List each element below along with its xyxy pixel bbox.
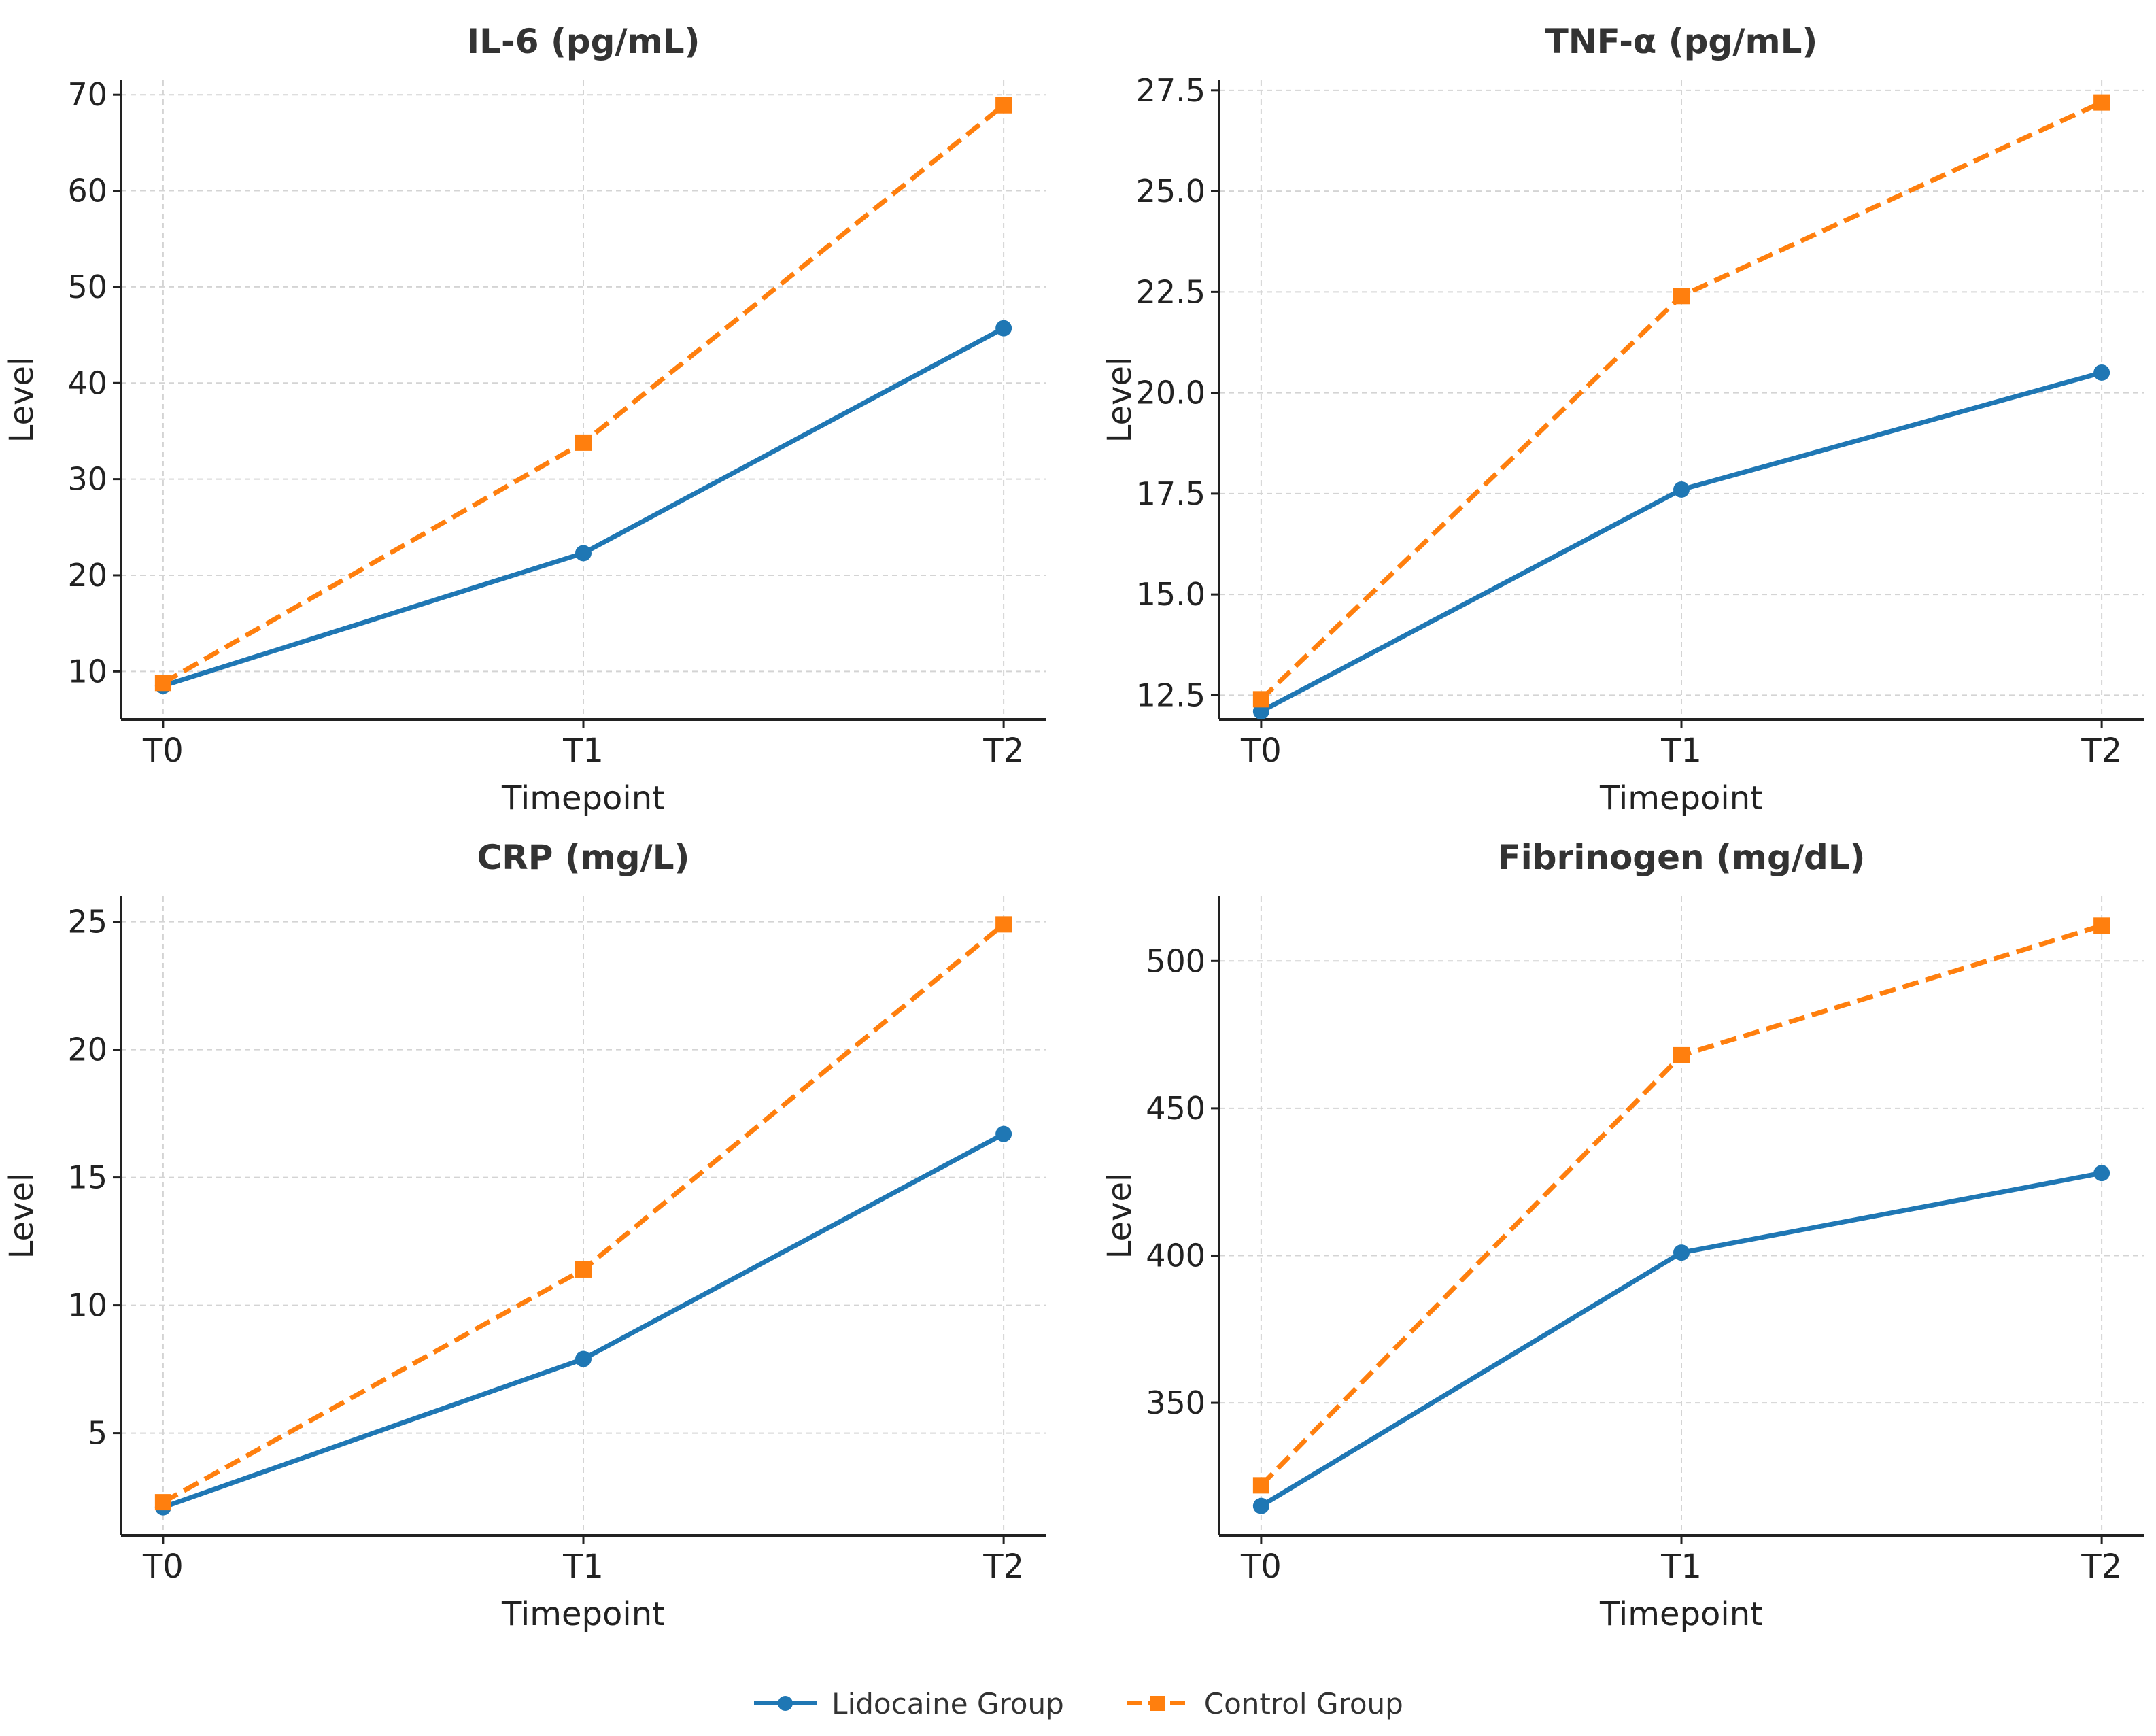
- data-point-control: [2093, 917, 2110, 934]
- data-point-lidocaine: [995, 1125, 1012, 1142]
- x-axis-label: Timepoint: [1599, 1595, 1763, 1633]
- y-tick-label: 60: [67, 173, 107, 209]
- legend-swatch-control: [1126, 1696, 1189, 1711]
- y-tick-label: 20: [67, 557, 107, 594]
- y-axis-label: Level: [3, 357, 41, 443]
- y-tick-label: 22.5: [1136, 273, 1205, 310]
- data-point-control: [154, 675, 171, 692]
- data-point-lidocaine: [575, 1350, 592, 1367]
- x-tick-label: T2: [982, 1548, 1024, 1586]
- chart-title: CRP (mg/L): [477, 838, 690, 877]
- data-point-control: [995, 97, 1012, 114]
- chart-panel-0: 10 20 30 40 50 60 70 T0 T1 T2 IL-6 (pg/mL) Timepoin…: [3, 22, 1046, 817]
- y-axis-label: Level: [1101, 357, 1139, 443]
- chart-panel-2: 5 10 15 20 25 T0 T1 T2 CRP (mg/L) Timepoint Level: [3, 838, 1046, 1633]
- x-tick-label: T2: [2081, 732, 2122, 770]
- y-tick-label: 450: [1146, 1090, 1205, 1127]
- legend: Lidocaine Group Control Group: [0, 1680, 2156, 1727]
- x-tick-label: T2: [982, 732, 1024, 770]
- y-tick-label: 500: [1146, 942, 1205, 979]
- data-point-lidocaine: [1673, 481, 1690, 498]
- y-tick-label: 10: [67, 1287, 107, 1324]
- y-tick-label: 17.5: [1136, 475, 1205, 512]
- y-tick-label: 400: [1146, 1237, 1205, 1274]
- x-tick-label: T0: [142, 1548, 184, 1586]
- y-axis-label: Level: [3, 1173, 41, 1259]
- y-tick-label: 20.0: [1136, 375, 1205, 411]
- data-point-lidocaine: [1252, 1497, 1269, 1514]
- y-tick-label: 70: [67, 76, 107, 113]
- x-tick-label: T1: [1660, 1548, 1702, 1586]
- data-point-control: [154, 1494, 171, 1511]
- x-tick-label: T2: [2081, 1548, 2122, 1586]
- x-tick-label: T1: [562, 1548, 604, 1586]
- x-axis-label: Timepoint: [1599, 779, 1763, 817]
- legend-swatch-lidocaine: [754, 1696, 817, 1711]
- y-tick-label: 40: [67, 364, 107, 401]
- x-tick-label: T0: [1240, 1548, 1282, 1586]
- x-tick-label: T0: [1240, 732, 1282, 770]
- data-point-control: [1252, 1477, 1269, 1494]
- chart-title: IL-6 (pg/mL): [467, 22, 700, 61]
- x-tick-label: T1: [562, 732, 604, 770]
- y-tick-label: 5: [88, 1415, 107, 1452]
- x-axis-label: Timepoint: [501, 1595, 665, 1633]
- y-tick-label: 15: [67, 1159, 107, 1196]
- chart-title: TNF-α (pg/mL): [1545, 22, 1818, 61]
- y-tick-label: 30: [67, 461, 107, 498]
- data-point-control: [575, 1261, 592, 1278]
- y-tick-label: 15.0: [1136, 576, 1205, 613]
- data-point-lidocaine: [995, 320, 1012, 337]
- data-point-control: [1252, 691, 1269, 708]
- x-axis-label: Timepoint: [501, 779, 665, 817]
- chart-panel-3: 350 400 450 500 T0 T1 T2 Fibrinogen (mg/dL) Time…: [1101, 838, 2144, 1633]
- chart-title: Fibrinogen (mg/dL): [1497, 838, 1865, 877]
- y-axis-label: Level: [1101, 1173, 1139, 1259]
- data-point-control: [1673, 1046, 1690, 1063]
- y-tick-label: 25.0: [1136, 173, 1205, 209]
- y-tick-label: 20: [67, 1032, 107, 1068]
- data-point-control: [2093, 94, 2110, 111]
- y-tick-label: 50: [67, 269, 107, 305]
- legend-item-lidocaine: Lidocaine Group: [753, 1687, 1064, 1720]
- y-tick-label: 27.5: [1136, 72, 1205, 109]
- data-point-lidocaine: [2093, 1165, 2110, 1182]
- y-tick-label: 12.5: [1136, 677, 1205, 713]
- y-tick-label: 10: [67, 653, 107, 690]
- data-point-control: [995, 916, 1012, 933]
- series-line-lidocaine: [162, 326, 1005, 688]
- series-line-control: [1259, 100, 2103, 701]
- data-point-lidocaine: [575, 545, 592, 562]
- chart-panel-1: 12.5 15.0 17.5 20.0 22.5 25.0 27.5 T0 T1 T2 TNF-α …: [1101, 22, 2144, 817]
- legend-label-control: Control Group: [1203, 1686, 1403, 1720]
- data-point-control: [575, 434, 592, 451]
- data-point-lidocaine: [2093, 364, 2110, 381]
- y-tick-label: 25: [67, 904, 107, 940]
- data-point-lidocaine: [1673, 1244, 1690, 1261]
- x-tick-label: T1: [1660, 732, 1702, 770]
- data-point-control: [1673, 288, 1690, 305]
- legend-item-control: Control Group: [1125, 1687, 1403, 1720]
- y-tick-label: 350: [1146, 1384, 1205, 1421]
- legend-label-lidocaine: Lidocaine Group: [832, 1686, 1064, 1720]
- x-tick-label: T0: [142, 732, 184, 770]
